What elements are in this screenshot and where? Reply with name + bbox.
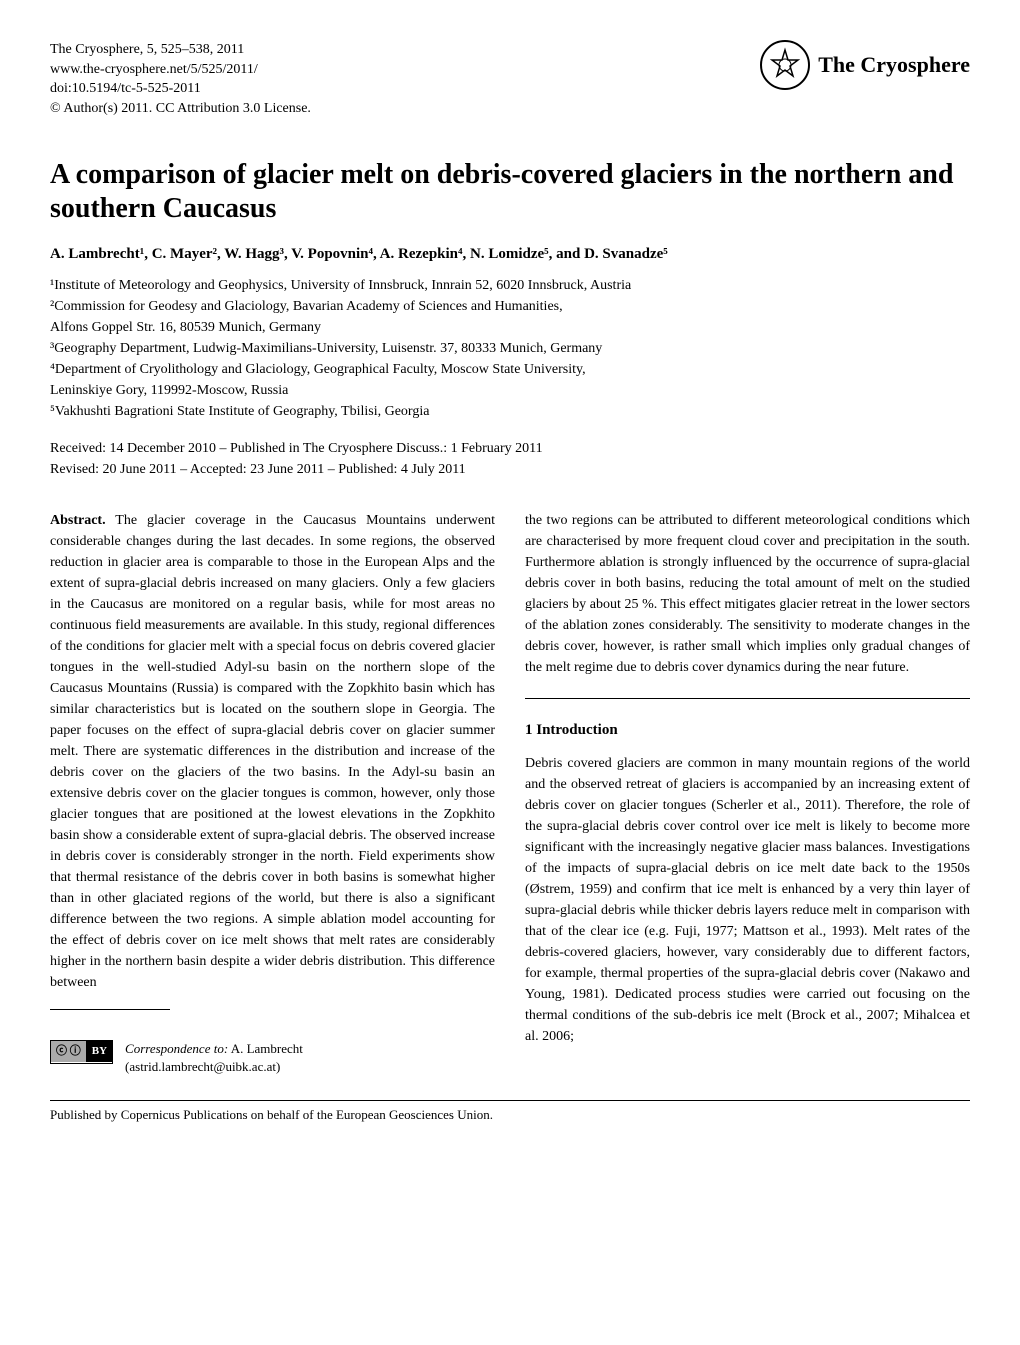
cc-by-label: BY — [87, 1041, 112, 1062]
affiliation-3: ³Geography Department, Ludwig-Maximilian… — [50, 338, 970, 359]
authors-text: A. Lambrecht¹, C. Mayer², W. Hagg³, V. P… — [50, 246, 668, 262]
author-list: A. Lambrecht¹, C. Mayer², W. Hagg³, V. P… — [50, 246, 970, 263]
correspondence-name: A. Lambrecht — [228, 1041, 303, 1056]
page-header: The Cryosphere, 5, 525–538, 2011 www.the… — [50, 40, 970, 118]
received-date: Received: 14 December 2010 – Published i… — [50, 438, 970, 459]
correspondence-block: ⓒ ⓘ BY Correspondence to: A. Lambrecht (… — [50, 1040, 495, 1076]
journal-doi: doi:10.5194/tc-5-525-2011 — [50, 79, 311, 99]
section-1-heading: 1 Introduction — [525, 719, 970, 742]
affiliation-4b: Leninskiye Gory, 119992-Moscow, Russia — [50, 380, 970, 401]
copyright-line: © Author(s) 2011. CC Attribution 3.0 Lic… — [50, 99, 311, 119]
affiliation-4: ⁴Department of Cryolithology and Glaciol… — [50, 359, 970, 380]
abstract-paragraph: Abstract. The glacier coverage in the Ca… — [50, 510, 495, 993]
publisher-line: Published by Copernicus Publications on … — [50, 1107, 493, 1122]
correspondence-email: (astrid.lambrecht@uibk.ac.at) — [125, 1059, 280, 1074]
section-divider — [525, 698, 970, 699]
affiliation-5: ⁵Vakhushti Bagrationi State Institute of… — [50, 401, 970, 422]
affiliation-2b: Alfons Goppel Str. 16, 80539 Munich, Ger… — [50, 317, 970, 338]
cryosphere-logo-icon — [760, 40, 810, 90]
article-title: A comparison of glacier melt on debris-c… — [50, 158, 970, 225]
body-columns: Abstract. The glacier coverage in the Ca… — [50, 510, 970, 1076]
journal-metadata: The Cryosphere, 5, 525–538, 2011 www.the… — [50, 40, 311, 118]
journal-logo: The Cryosphere — [760, 40, 970, 90]
correspondence-label: Correspondence to: — [125, 1041, 228, 1056]
abstract-text-right: the two regions can be attributed to dif… — [525, 510, 970, 678]
journal-name: The Cryosphere — [818, 52, 970, 78]
publication-dates: Received: 14 December 2010 – Published i… — [50, 438, 970, 480]
revised-date: Revised: 20 June 2011 – Accepted: 23 Jun… — [50, 459, 970, 480]
affiliation-2: ²Commission for Geodesy and Glaciology, … — [50, 296, 970, 317]
section-1-text: Debris covered glaciers are common in ma… — [525, 753, 970, 1047]
journal-url: www.the-cryosphere.net/5/525/2011/ — [50, 60, 311, 80]
right-column: the two regions can be attributed to dif… — [525, 510, 970, 1076]
page-footer: Published by Copernicus Publications on … — [50, 1100, 970, 1123]
footnote-divider — [50, 1009, 170, 1010]
abstract-text-left: The glacier coverage in the Caucasus Mou… — [50, 513, 495, 990]
left-column: Abstract. The glacier coverage in the Ca… — [50, 510, 495, 1076]
abstract-label: Abstract. — [50, 513, 106, 528]
affiliation-1: ¹Institute of Meteorology and Geophysics… — [50, 275, 970, 296]
journal-citation: The Cryosphere, 5, 525–538, 2011 — [50, 40, 311, 60]
cc-icon: ⓒ ⓘ — [51, 1041, 87, 1062]
cc-license-badge: ⓒ ⓘ BY — [50, 1040, 113, 1064]
correspondence-text: Correspondence to: A. Lambrecht (astrid.… — [125, 1040, 303, 1076]
affiliations-block: ¹Institute of Meteorology and Geophysics… — [50, 275, 970, 422]
